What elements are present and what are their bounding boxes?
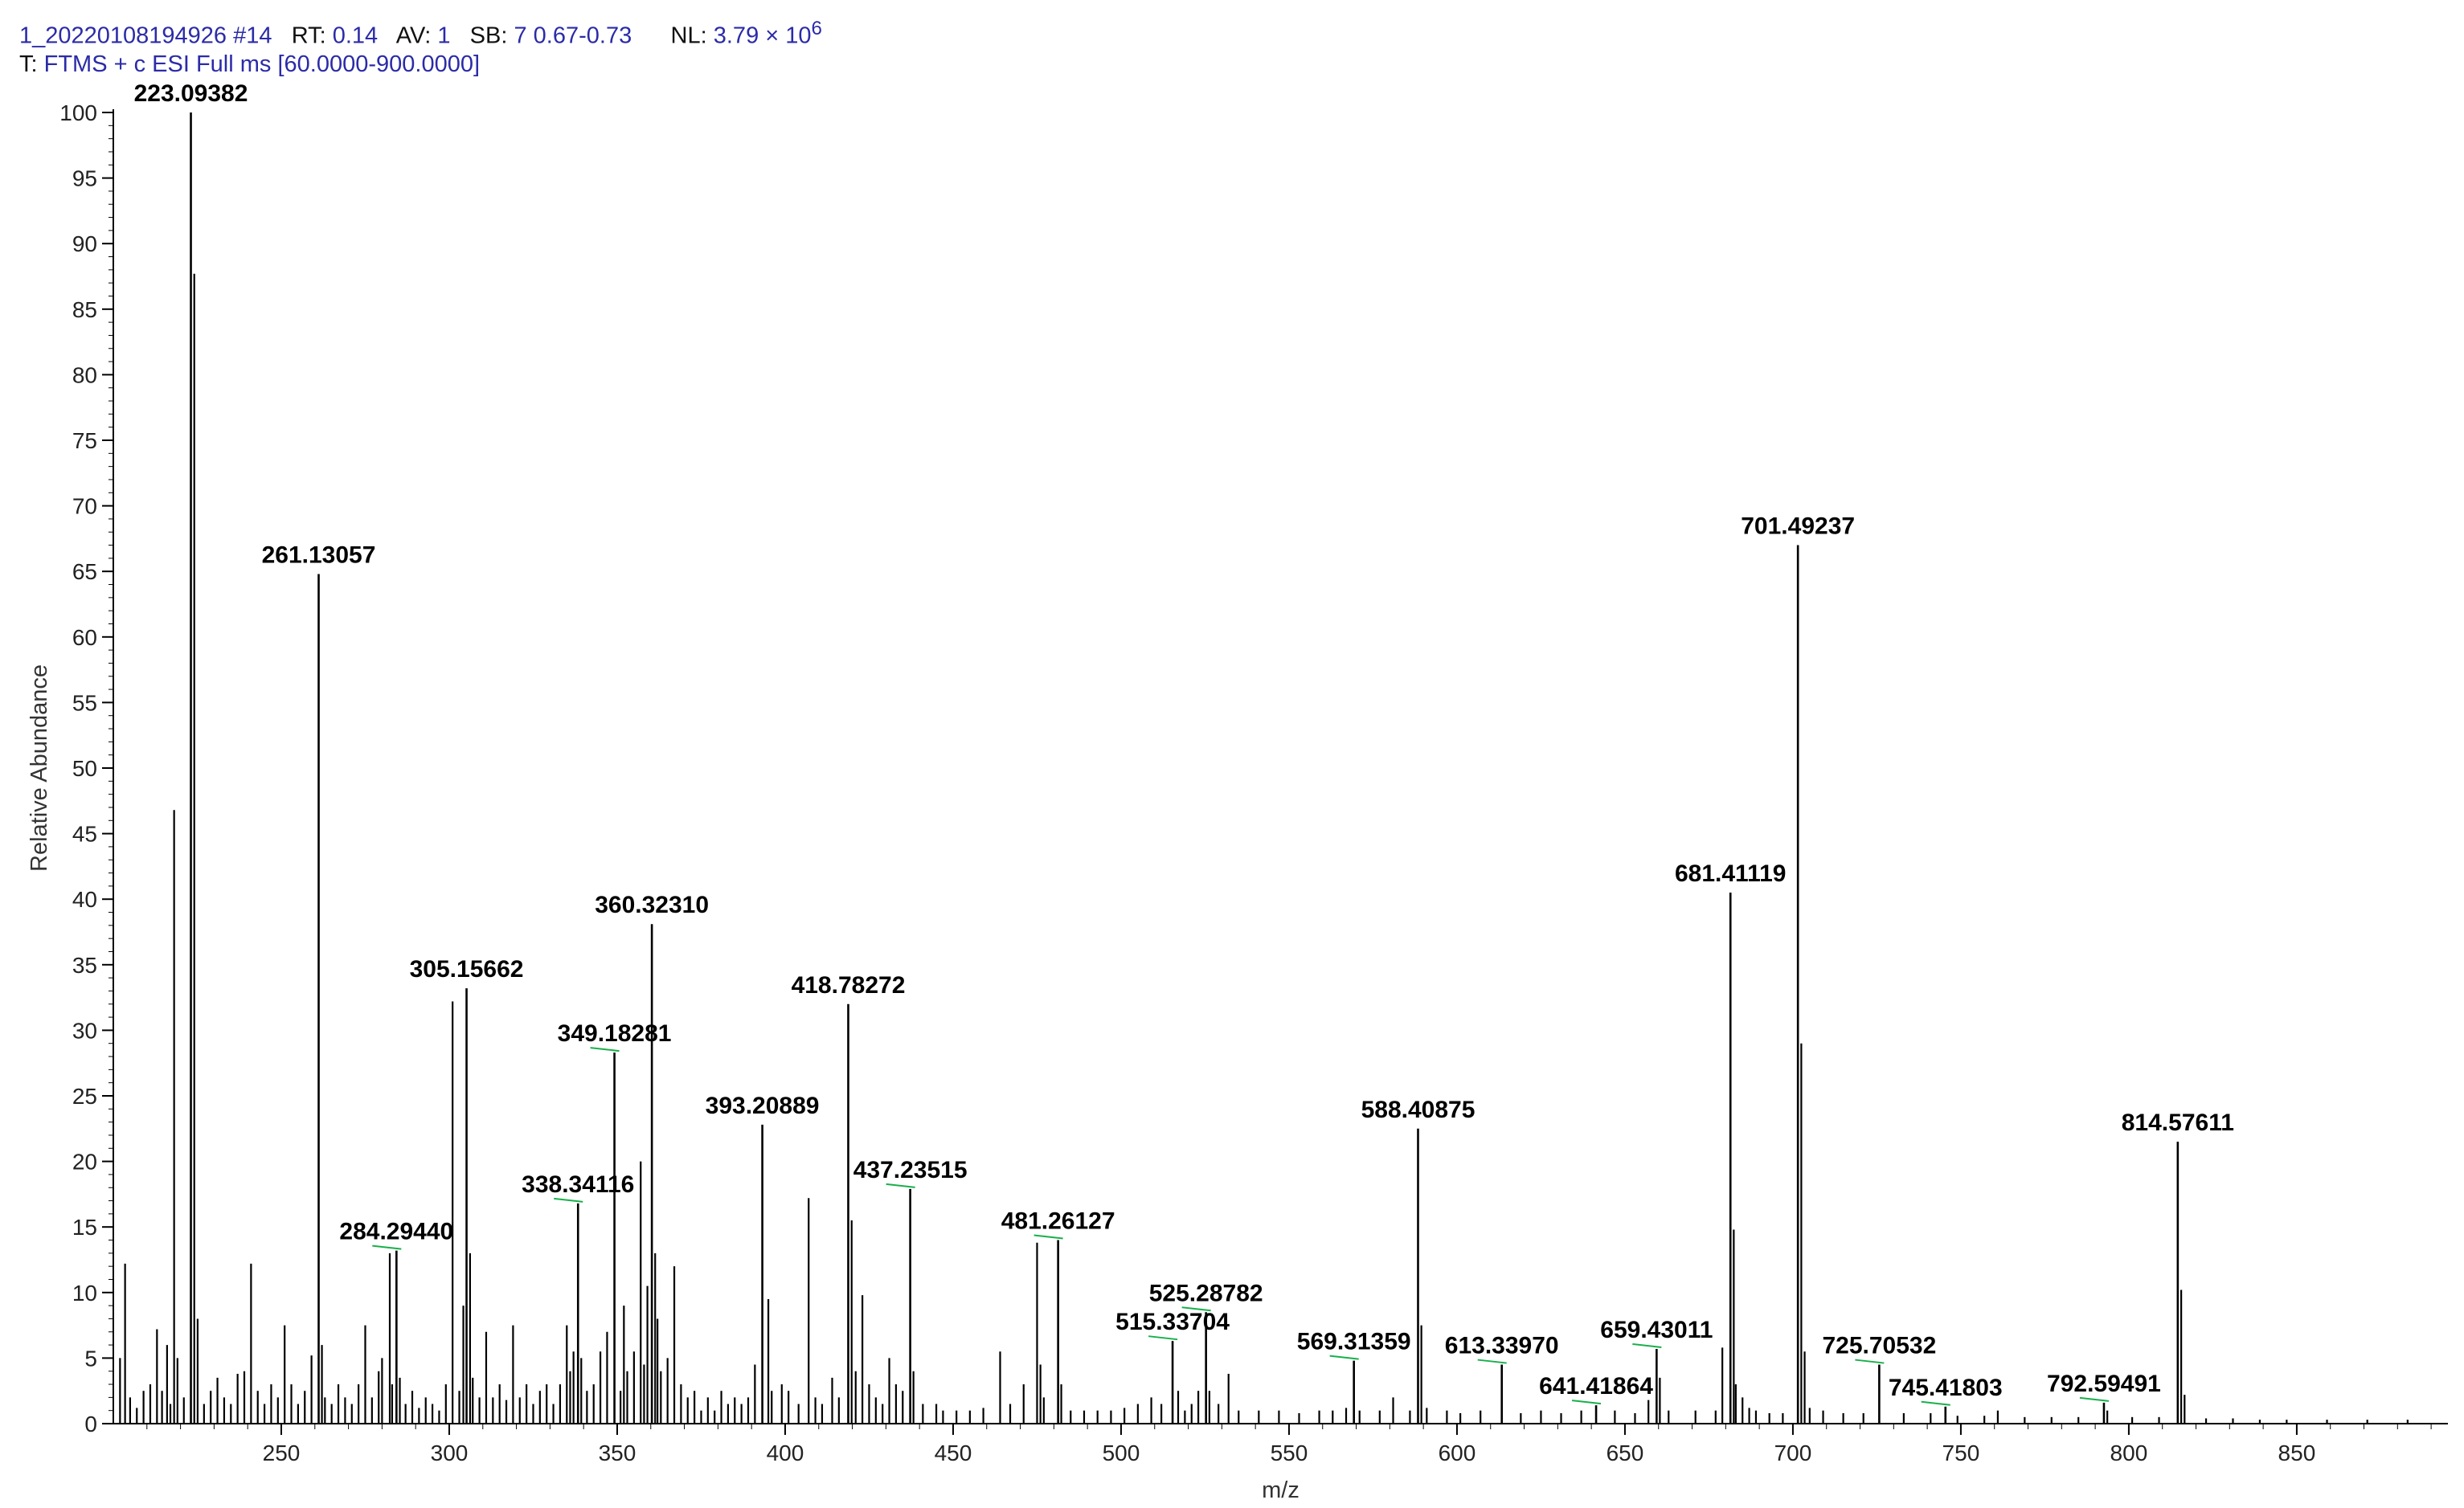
- x-tick-label: 700: [1774, 1441, 1812, 1465]
- nl-value: 3.79 × 10: [713, 22, 812, 49]
- scan-filter: FTMS + c ESI Full ms [60.0000-900.0000]: [43, 51, 481, 77]
- peak-label-725.70532: 725.70532: [1822, 1333, 1936, 1359]
- label-link: [2079, 1396, 2110, 1402]
- peak-label-338.34116: 338.34116: [522, 1171, 634, 1198]
- filter-label: T:: [19, 51, 38, 77]
- y-tick-label: 85: [72, 297, 97, 322]
- label-link: [372, 1244, 402, 1250]
- labeled-peaks-group: [190, 112, 2180, 1424]
- y-tick-label: 80: [72, 362, 97, 387]
- rt-label: RT:: [291, 22, 326, 49]
- x-tick-label: 300: [431, 1441, 469, 1465]
- y-tick-label: 100: [59, 100, 97, 125]
- peak-label-349.18281: 349.18281: [558, 1020, 672, 1047]
- label-link: [886, 1183, 915, 1188]
- y-tick-label: 60: [72, 625, 97, 650]
- y-tick-label: 5: [84, 1346, 97, 1371]
- x-tick-label: 550: [1271, 1441, 1308, 1465]
- peak-label-701.49237: 701.49237: [1741, 513, 1855, 540]
- minor-peaks-group: [119, 273, 2409, 1424]
- sb-value: 7 0.67-0.73: [514, 22, 632, 49]
- label-links-group: [372, 1047, 2110, 1406]
- y-tick-label: 75: [72, 428, 97, 453]
- label-link: [1329, 1355, 1359, 1360]
- x-tick-label: 250: [263, 1441, 301, 1465]
- peak-label-613.33970: 613.33970: [1445, 1333, 1559, 1359]
- x-tick-label: 750: [1942, 1441, 1980, 1465]
- y-tick-label: 70: [72, 494, 97, 519]
- x-tick-label: 350: [599, 1441, 636, 1465]
- label-link: [1571, 1400, 1602, 1405]
- peak-label-393.20889: 393.20889: [706, 1093, 820, 1119]
- y-tick-label: 40: [72, 887, 97, 912]
- peak-label-305.15662: 305.15662: [410, 956, 524, 983]
- av-value: 1: [437, 22, 451, 49]
- y-tick-label: 65: [72, 559, 97, 584]
- file-name: 1_20220108194926: [19, 22, 227, 49]
- peak-label-525.28782: 525.28782: [1149, 1280, 1263, 1306]
- y-tick-label: 50: [72, 756, 97, 781]
- x-tick-label: 400: [767, 1441, 804, 1465]
- peak-label-261.13057: 261.13057: [262, 541, 376, 568]
- label-link: [590, 1047, 620, 1052]
- peak-label-223.09382: 223.09382: [134, 80, 248, 107]
- av-label: AV:: [395, 22, 432, 49]
- peak-label-681.41119: 681.41119: [1675, 860, 1787, 887]
- x-tick-label: 650: [1607, 1441, 1644, 1465]
- scan-number: #14: [233, 22, 272, 49]
- x-tick-label: 500: [1103, 1441, 1140, 1465]
- x-tick-label: 850: [2278, 1441, 2316, 1465]
- x-tick-label: 800: [2110, 1441, 2148, 1465]
- peak-label-745.41803: 745.41803: [1889, 1375, 2003, 1401]
- y-tick-label: 45: [72, 822, 97, 847]
- peak-label-360.32310: 360.32310: [595, 892, 709, 918]
- peak-label-792.59491: 792.59491: [2047, 1371, 2161, 1397]
- nl-exponent: 6: [811, 18, 822, 39]
- peak-label-659.43011: 659.43011: [1600, 1317, 1713, 1343]
- y-tick-label: 30: [72, 1018, 97, 1043]
- label-link: [1181, 1306, 1211, 1312]
- y-tick-label: 25: [72, 1084, 97, 1109]
- peak-label-569.31359: 569.31359: [1297, 1329, 1411, 1355]
- label-link: [1148, 1335, 1178, 1341]
- spectrum-header-line-1: 1_20220108194926 #14 RT: 0.14 AV: 1 SB: …: [19, 18, 822, 50]
- peak-label-284.29440: 284.29440: [339, 1219, 453, 1245]
- y-tick-label: 10: [72, 1281, 97, 1306]
- sb-label: SB:: [469, 22, 508, 49]
- peak-label-515.33704: 515.33704: [1115, 1309, 1230, 1335]
- peak-labels-group: 223.09382 261.13057 284.29440 305.15662 338.…: [134, 80, 2234, 1401]
- peak-label-437.23515: 437.23515: [853, 1157, 968, 1183]
- y-axis-title: Relative Abundance: [27, 664, 52, 872]
- chart-axes: 0 5 10 15 20 25 30 35 40 45 50 55 60 65 70 75 80 85 90 95 10…: [59, 100, 2448, 1465]
- peak-label-814.57611: 814.57611: [2122, 1110, 2234, 1136]
- x-tick-label: 600: [1439, 1441, 1476, 1465]
- y-tick-label: 20: [72, 1150, 97, 1175]
- peak-label-418.78272: 418.78272: [792, 972, 906, 999]
- label-link: [1477, 1359, 1507, 1364]
- peak-label-481.26127: 481.26127: [1001, 1208, 1115, 1235]
- label-link: [1033, 1234, 1063, 1240]
- y-tick-label: 15: [72, 1215, 97, 1240]
- label-link: [1632, 1342, 1662, 1348]
- peak-label-641.41864: 641.41864: [1539, 1373, 1653, 1400]
- label-link: [1921, 1400, 1950, 1406]
- y-tick-label: 55: [72, 690, 97, 715]
- x-axis-title: m/z: [1262, 1477, 1300, 1503]
- label-link: [554, 1197, 583, 1203]
- label-link: [1855, 1359, 1885, 1364]
- y-tick-label: 0: [84, 1412, 97, 1436]
- y-tick-label: 35: [72, 953, 97, 978]
- rt-value: 0.14: [332, 22, 379, 49]
- peak-label-588.40875: 588.40875: [1361, 1097, 1476, 1123]
- spectrum-header-line-2: T: FTMS + c ESI Full ms [60.0000-900.000…: [19, 51, 480, 78]
- x-tick-label: 450: [935, 1441, 972, 1465]
- nl-label: NL:: [670, 22, 707, 49]
- y-tick-label: 95: [72, 166, 97, 191]
- y-tick-label: 90: [72, 231, 97, 256]
